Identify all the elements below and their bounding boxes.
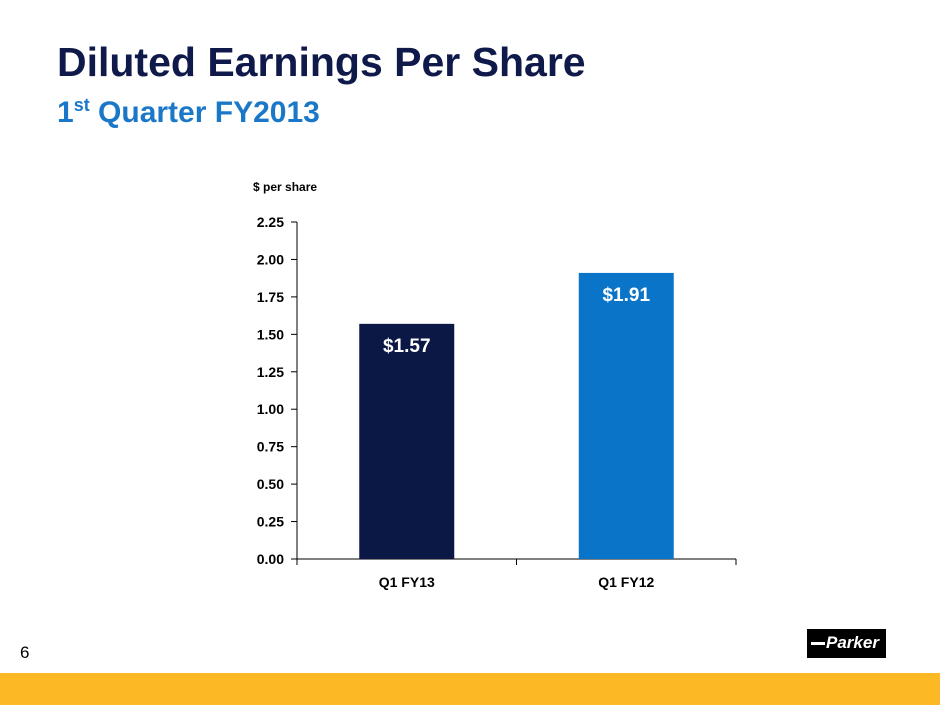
slide-title: Diluted Earnings Per Share bbox=[57, 39, 586, 85]
subtitle-text: Quarter FY2013 bbox=[89, 96, 320, 129]
y-tick-label: 1.00 bbox=[257, 401, 284, 417]
logo-text: Parker bbox=[826, 633, 879, 652]
y-tick-label: 2.00 bbox=[257, 251, 284, 267]
footer-band bbox=[0, 673, 940, 705]
parker-logo: Parker bbox=[807, 629, 886, 658]
x-axis: Q1 FY13 Q1 FY12 bbox=[296, 558, 737, 590]
subtitle-number: 1 bbox=[57, 96, 74, 129]
bar-q1-fy12 bbox=[578, 272, 674, 559]
y-axis: 0.00 0.25 0.50 0.75 1.00 1.25 1.50 1.75 2.00 2.25 bbox=[257, 214, 298, 567]
logo-dash bbox=[811, 642, 825, 645]
y-tick-label: 1.25 bbox=[257, 364, 284, 380]
page-number: 6 bbox=[20, 643, 30, 662]
y-tick-label: 0.25 bbox=[257, 514, 284, 530]
y-tick-label: 0.75 bbox=[257, 439, 284, 455]
data-label: $1.91 bbox=[602, 285, 650, 306]
y-tick-label: 1.50 bbox=[257, 326, 284, 342]
subtitle-ordinal: st bbox=[73, 95, 90, 115]
y-tick-label: 0.00 bbox=[257, 551, 284, 567]
y-tick-label: 0.50 bbox=[257, 476, 284, 492]
bars: $1.57 $1.91 bbox=[359, 272, 674, 559]
y-tick-label: 1.75 bbox=[257, 289, 284, 305]
y-axis-label: $ per share bbox=[253, 180, 317, 194]
x-tick-label: Q1 FY13 bbox=[379, 574, 435, 590]
bar-q1-fy13 bbox=[359, 323, 455, 559]
x-tick-label: Q1 FY12 bbox=[598, 574, 654, 590]
data-label: $1.57 bbox=[383, 336, 431, 357]
slide-subtitle: 1st Quarter FY2013 bbox=[57, 95, 320, 129]
y-tick-label: 2.25 bbox=[257, 214, 284, 230]
